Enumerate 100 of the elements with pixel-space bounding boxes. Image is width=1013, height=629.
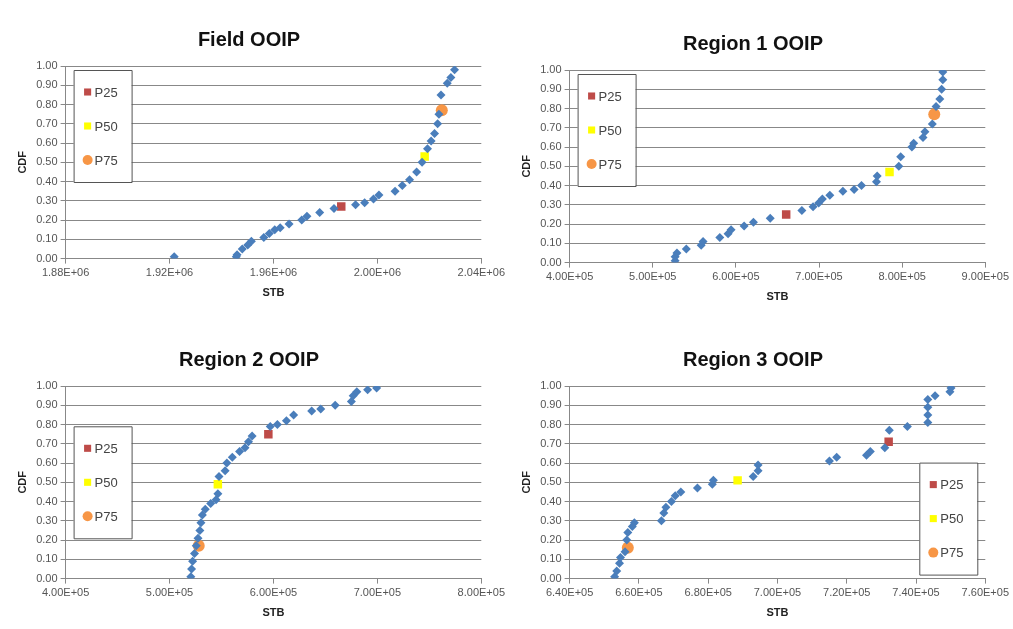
x-tick-label: 4.00E+05 <box>545 270 594 283</box>
point <box>824 456 834 466</box>
point <box>938 70 948 77</box>
point <box>450 66 460 75</box>
point <box>681 244 691 254</box>
x-tick-label: 7.00E+05 <box>753 586 802 599</box>
point <box>896 152 906 162</box>
chart-title: Region 3 OOIP <box>682 347 824 370</box>
y-tick-label: 0.50 <box>540 159 562 172</box>
point <box>733 476 742 485</box>
point <box>430 128 440 138</box>
y-tick-label: 0.00 <box>540 255 562 268</box>
x-tick-label: 6.80E+05 <box>684 586 732 599</box>
point <box>446 73 456 83</box>
point <box>186 572 196 579</box>
x-tick-label: 4.00E+05 <box>41 586 90 599</box>
chart-title: Region 1 OOIP <box>682 31 824 54</box>
chart-title: Region 2 OOIP <box>178 347 320 370</box>
x-tick-label: 5.00E+05 <box>145 586 194 599</box>
point <box>894 161 904 171</box>
y-tick-label: 0.40 <box>540 178 562 191</box>
point <box>884 425 894 435</box>
y-axis-title: CDF <box>15 470 28 494</box>
x-tick-label: 7.60E+05 <box>961 586 1009 599</box>
point <box>189 549 199 559</box>
point <box>923 394 933 404</box>
y-tick-label: 0.40 <box>36 174 58 187</box>
y-axis-title: CDF <box>519 470 532 494</box>
y-tick-label: 0.10 <box>36 552 58 565</box>
y-tick-label: 0.20 <box>540 217 562 230</box>
point <box>213 489 223 499</box>
y-tick-label: 0.90 <box>540 398 562 411</box>
y-tick-label: 0.50 <box>36 155 58 168</box>
point <box>240 443 250 453</box>
y-tick-label: 0.20 <box>36 533 58 546</box>
point <box>865 446 875 456</box>
x-tick-label: 1.96E+06 <box>249 266 298 279</box>
y-tick-label: 0.80 <box>540 101 562 114</box>
point <box>872 171 882 181</box>
point <box>374 190 384 200</box>
point <box>196 518 206 528</box>
point <box>610 572 620 579</box>
legend-label: P75 <box>94 508 118 524</box>
point <box>244 437 254 447</box>
point <box>661 502 671 512</box>
y-tick-label: 0.30 <box>540 197 562 210</box>
point <box>246 236 256 246</box>
y-tick-label: 1.00 <box>36 379 58 392</box>
x-tick-label: 9.00E+05 <box>961 270 1009 283</box>
y-tick-label: 0.50 <box>36 475 58 488</box>
y-tick-label: 0.30 <box>36 513 58 526</box>
point <box>623 527 633 537</box>
y-tick-label: 0.10 <box>36 232 58 245</box>
y-tick-label: 0.70 <box>540 436 562 449</box>
point <box>426 136 436 146</box>
point <box>264 229 274 239</box>
point <box>885 167 894 177</box>
point <box>765 213 775 223</box>
point <box>315 207 325 217</box>
point <box>616 552 626 562</box>
y-axis-title: CDF <box>15 150 28 174</box>
point <box>237 244 247 254</box>
y-tick-label: 0.00 <box>540 571 562 584</box>
point <box>884 437 893 447</box>
point <box>281 416 291 426</box>
point <box>612 566 622 576</box>
y-tick-label: 0.90 <box>36 78 58 91</box>
y-tick-label: 0.90 <box>36 398 58 411</box>
point <box>193 533 203 543</box>
y-tick-label: 0.10 <box>540 236 562 249</box>
y-tick-label: 0.00 <box>36 251 58 264</box>
y-tick-label: 0.80 <box>36 97 58 110</box>
point <box>302 211 312 221</box>
point <box>200 504 210 514</box>
point <box>264 429 273 439</box>
point <box>227 452 237 462</box>
legend-label: P50 <box>940 511 964 527</box>
y-tick-label: 0.30 <box>36 193 58 206</box>
legend-label: P25 <box>94 440 118 456</box>
legend-label: P50 <box>598 122 622 138</box>
y-axis-title: CDF <box>519 154 532 178</box>
point <box>622 535 632 545</box>
point <box>748 472 758 482</box>
point <box>247 431 257 441</box>
x-tick-label: 7.00E+05 <box>353 586 402 599</box>
point <box>169 252 179 259</box>
point <box>938 75 948 85</box>
point <box>346 396 356 406</box>
point <box>442 78 452 88</box>
legend-label: P75 <box>94 152 118 168</box>
point <box>620 547 630 557</box>
y-tick-label: 0.70 <box>36 116 58 129</box>
x-tick-label: 6.00E+05 <box>249 586 298 599</box>
point <box>360 198 370 208</box>
point <box>188 556 198 566</box>
x-tick-label: 7.00E+05 <box>795 270 843 283</box>
x-tick-label: 8.00E+05 <box>878 270 926 283</box>
point <box>781 210 791 219</box>
y-tick-label: 0.40 <box>36 494 58 507</box>
point <box>351 200 361 210</box>
